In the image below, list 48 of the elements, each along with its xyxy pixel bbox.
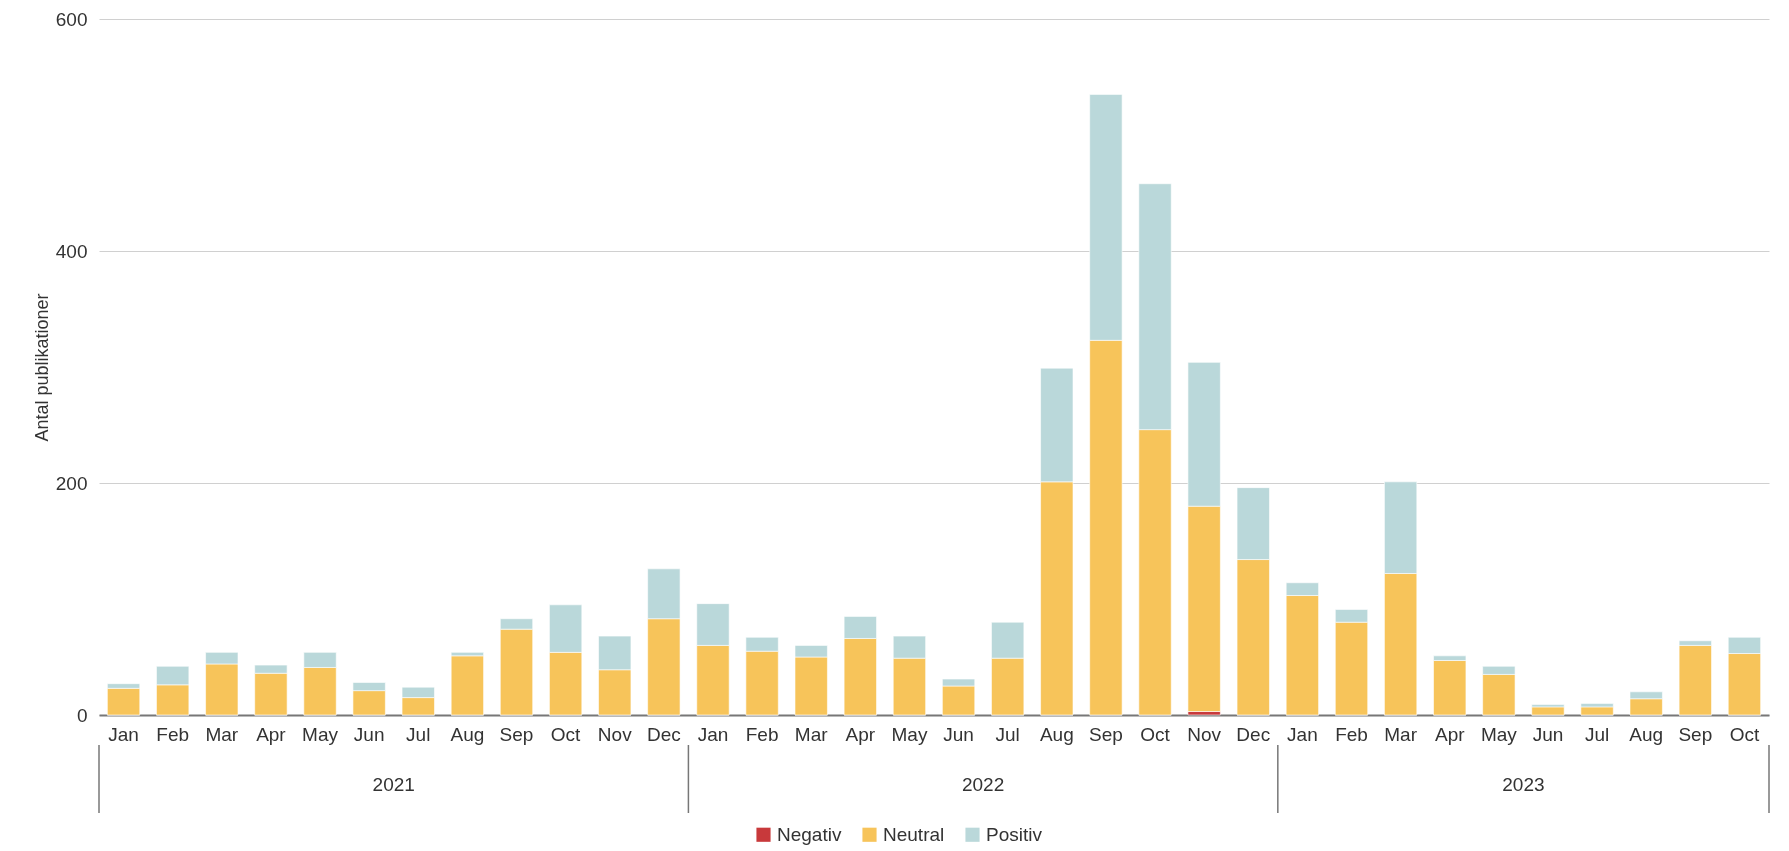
text: 2023: [1502, 774, 1545, 795]
x-tick-label: Sep: [1089, 723, 1123, 745]
x-tick-label: Jun: [353, 723, 385, 745]
x-tick-label: Apr: [845, 723, 876, 745]
x-tick-label: Dec: [646, 723, 681, 745]
text: 2021: [372, 774, 415, 795]
x-tick-label: May: [1480, 723, 1518, 745]
x-tick-label: Mar: [794, 723, 829, 745]
x-tick-label: Jun: [943, 723, 974, 745]
y-tick-label: 200: [55, 472, 88, 494]
x-tick-label: Jul: [995, 723, 1020, 745]
legend-label: Positiv: [986, 823, 1043, 845]
x-tick-label: Aug: [1039, 723, 1074, 745]
x-tick-label: Jan: [108, 723, 139, 745]
y-tick-label: 600: [55, 8, 88, 30]
y-tick-label: 400: [55, 240, 88, 262]
x-tick-label: Nov: [597, 723, 633, 745]
legend-label: Negativ: [777, 823, 842, 845]
bar: [1531, 706, 1565, 716]
x-tick-label: Nov: [1187, 723, 1222, 745]
x-tick-label: Aug: [1629, 723, 1664, 745]
x-tick-label: Feb: [745, 723, 779, 745]
x-tick-label: Apr: [256, 723, 287, 745]
x-tick-label: Jun: [1532, 723, 1564, 745]
x-tick-label: Oct: [1140, 723, 1171, 745]
legend-label: Neutral: [883, 823, 945, 845]
x-tick-label: Jan: [697, 723, 729, 745]
x-tick-label: Sep: [1678, 723, 1713, 745]
x-tick-label: Apr: [1434, 723, 1466, 745]
y-axis-title: Antal publikationer: [31, 293, 52, 442]
x-tick-label: Jan: [1287, 723, 1318, 745]
x-tick-label: May: [302, 723, 339, 745]
x-tick-label: Sep: [499, 723, 534, 745]
x-tick-label: Feb: [1335, 723, 1368, 745]
x-tick-label: Feb: [156, 723, 190, 745]
x-tick-label: Dec: [1236, 723, 1271, 745]
x-tick-label: Oct: [550, 723, 582, 745]
x-tick-label: Mar: [205, 723, 239, 745]
text: 2022: [961, 774, 1005, 795]
y-tick-label: 0: [76, 704, 88, 726]
bar: [450, 655, 484, 716]
x-tick-label: Aug: [450, 723, 485, 745]
bar: [1580, 706, 1614, 716]
x-tick-label: Oct: [1729, 723, 1760, 745]
x-tick-label: Jul: [1584, 723, 1610, 745]
x-tick-label: May: [891, 723, 928, 745]
x-tick-label: Mar: [1384, 723, 1418, 745]
x-tick-label: Jul: [406, 723, 431, 745]
